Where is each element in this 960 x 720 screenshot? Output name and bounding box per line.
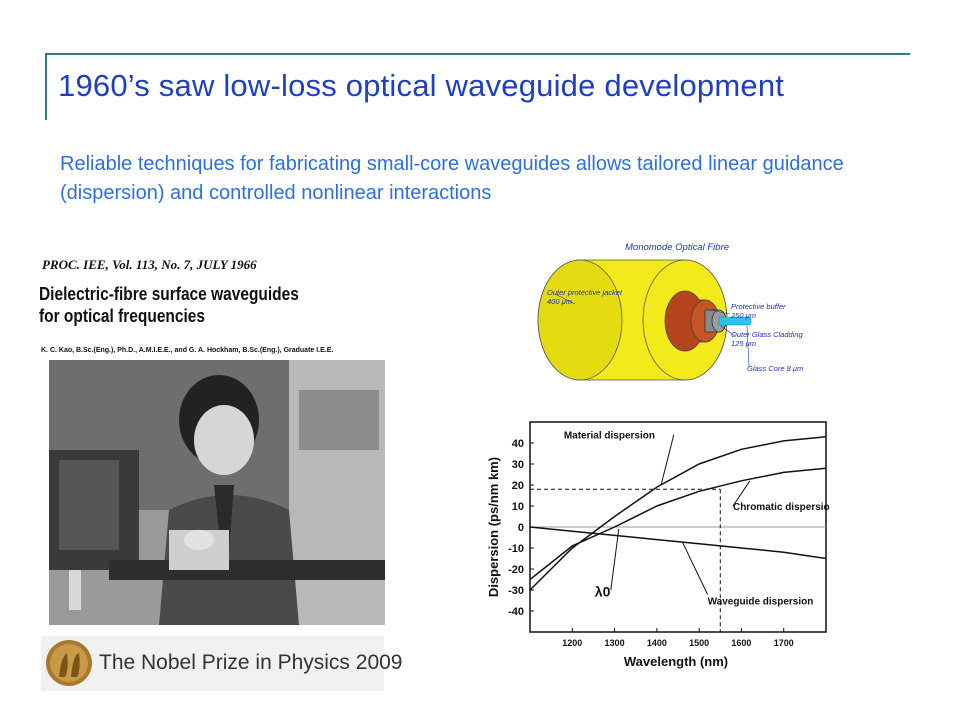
label-buffer-size: 250 μm xyxy=(731,311,756,320)
chart-ytick-label: 20 xyxy=(512,480,524,492)
fibre-title: Monomode Optical Fibre xyxy=(625,242,730,253)
label-buffer: Protective buffer xyxy=(731,302,786,311)
chart-xtick-label: 1300 xyxy=(605,638,625,648)
chart-ytick-label: 40 xyxy=(512,438,524,450)
chart-ytick-label: 30 xyxy=(512,459,524,471)
paper-header-image: PROC. IEE, Vol. 113, No. 7, JULY 1966 Di… xyxy=(36,255,421,355)
chart-ytick-label: 0 xyxy=(518,522,524,534)
chart-series-arrow xyxy=(660,434,675,486)
label-cladding-size: 125 μm xyxy=(731,339,756,348)
chart-xtick-label: 1400 xyxy=(647,638,667,648)
chart-series-line xyxy=(529,526,827,560)
chart-series-arrow xyxy=(681,541,709,595)
chart-xlabel: Wavelength (nm) xyxy=(624,654,728,669)
chart-series-label: Waveguide dispersion xyxy=(708,597,814,608)
chart-ytick-label: -20 xyxy=(508,564,524,576)
chart-lambda0-arrow xyxy=(610,529,620,591)
label-jacket: Outer protective jacket xyxy=(547,288,623,297)
chart-ytick-label: -10 xyxy=(508,543,524,555)
label-jacket-size: 400 μm xyxy=(547,297,572,306)
chart-ytick-label: -40 xyxy=(508,606,524,618)
nobel-text: The Nobel Prize in Physics 2009 xyxy=(99,651,403,674)
label-core: Glass Core 8 μm xyxy=(747,364,804,373)
chart-ytick-label: 10 xyxy=(512,501,524,513)
label-cladding: Outer Glass Cladding xyxy=(731,330,803,339)
paper-journal: PROC. IEE, Vol. 113, No. 7, JULY 1966 xyxy=(42,257,257,272)
slide-title: 1960’s saw low-loss optical waveguide de… xyxy=(58,68,785,103)
fibre-cross-section-drawing xyxy=(537,259,752,381)
fibre-diagram: Monomode Optical Fibre Outer protective … xyxy=(535,232,803,402)
slide-subtitle: Reliable techniques for fabricating smal… xyxy=(60,153,844,204)
fibre-core xyxy=(718,316,752,326)
chart-ylabel: Dispersion (ps/nm km) xyxy=(486,457,501,597)
chart-series-label: Chromatic dispersion xyxy=(733,502,830,513)
nobel-banner: The Nobel Prize in Physics 2009 xyxy=(41,636,403,691)
paper-title: Dielectric-fibre surface waveguides for … xyxy=(39,284,299,326)
chart-lambda0-label: λ0 xyxy=(595,583,611,599)
title-rule-top xyxy=(45,53,910,55)
title-rule-left xyxy=(45,53,47,120)
nobel-medal-icon xyxy=(46,640,92,686)
chart-xtick-label: 1700 xyxy=(774,638,794,648)
dispersion-chart: 40 30 20 10 0 -10 -20 -30 -40 1200 1300 1400 1500 160… xyxy=(486,421,830,669)
chart-xtick-label: 1500 xyxy=(689,638,709,648)
chart-xtick-label: 1200 xyxy=(562,638,582,648)
chart-xtick-label: 1600 xyxy=(731,638,751,648)
chart-series-arrow xyxy=(732,480,751,507)
chart-ytick-label: -30 xyxy=(508,585,524,597)
kao-lab-photo xyxy=(49,360,385,625)
chart-series-label: Material dispersion xyxy=(564,431,655,442)
paper-authors: K. C. Kao, B.Sc.(Eng.), Ph.D., A.M.I.E.E… xyxy=(41,347,334,354)
chart-series-line xyxy=(529,467,827,581)
